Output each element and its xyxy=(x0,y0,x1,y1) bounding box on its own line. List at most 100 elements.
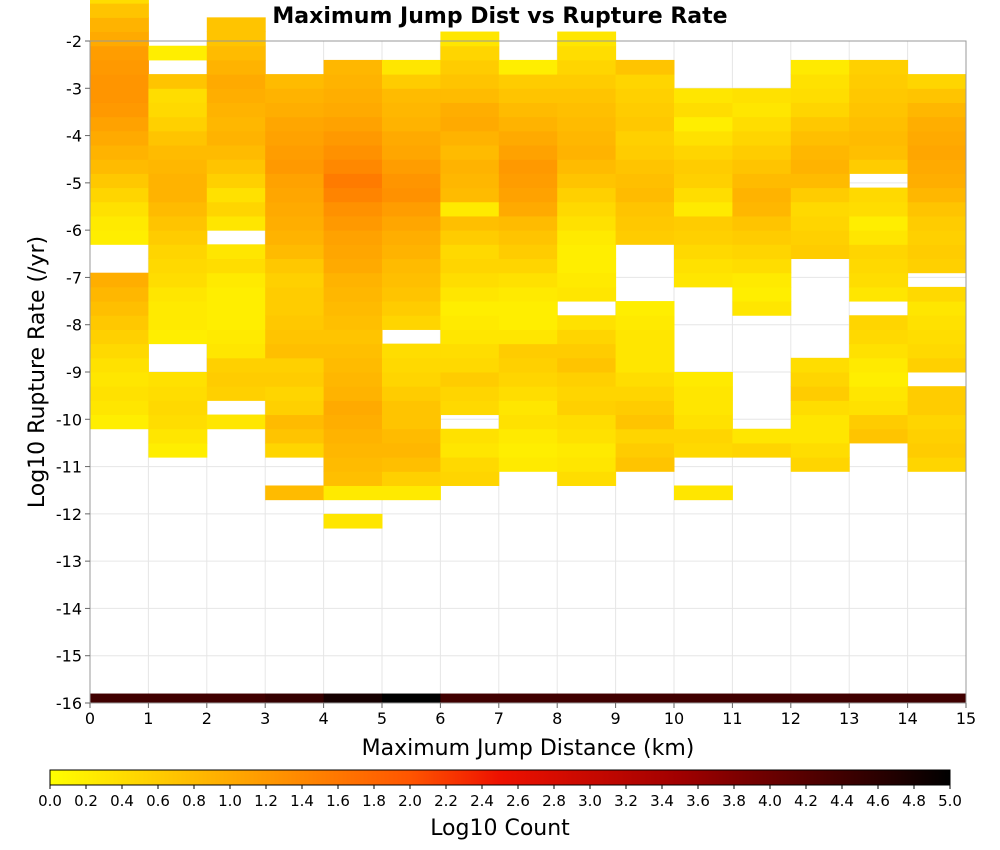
heatmap-cell xyxy=(440,187,500,203)
heatmap-cell xyxy=(557,286,617,302)
heatmap-cell xyxy=(206,88,266,103)
heatmap-cells xyxy=(90,0,967,703)
heatmap-cell xyxy=(615,386,675,401)
heatmap-cell xyxy=(440,74,500,89)
heatmap-cell xyxy=(440,31,500,47)
heatmap-cell xyxy=(382,693,441,703)
heatmap-cell xyxy=(732,116,792,132)
heatmap-cell xyxy=(498,230,558,245)
heatmap-cell xyxy=(557,272,617,288)
y-tick-label: -3 xyxy=(66,79,82,98)
heatmap-cell xyxy=(382,301,441,316)
colorbar-ticks: 0.0 0.2 0.4 0.6 0.8 1.0 1.2 1.4 1.6 1.8 2.0 2.2 2.4 2… xyxy=(38,785,962,810)
heatmap-cell xyxy=(790,372,850,387)
heatmap-cell xyxy=(323,372,383,387)
heatmap-cell xyxy=(265,173,325,189)
y-tick-label: -16 xyxy=(56,694,82,713)
heatmap-cell xyxy=(615,173,675,189)
heatmap-cell xyxy=(323,414,383,430)
heatmap-cell xyxy=(498,315,558,330)
heatmap-cell xyxy=(323,471,383,486)
heatmap-cell xyxy=(148,215,208,231)
heatmap-cell xyxy=(265,693,325,703)
heatmap-cell xyxy=(148,400,208,416)
heatmap-cell xyxy=(90,145,149,160)
heatmap-cell xyxy=(907,88,967,103)
heatmap-cell xyxy=(732,173,792,189)
heatmap-cell xyxy=(265,414,325,430)
heatmap-cell xyxy=(907,386,967,401)
heatmap-cell xyxy=(206,343,266,359)
heatmap-cell xyxy=(382,145,441,160)
heatmap-cell xyxy=(849,116,909,132)
heatmap-cell xyxy=(440,400,500,416)
heatmap-cell xyxy=(790,59,850,75)
heatmap-cell xyxy=(498,59,558,75)
heatmap-cell xyxy=(440,45,500,61)
heatmap-cell xyxy=(206,244,266,260)
heatmap-cell xyxy=(615,230,675,245)
heatmap-cell xyxy=(557,372,617,387)
heatmap-cell xyxy=(440,258,500,274)
heatmap-cell xyxy=(90,159,149,174)
heatmap-cell xyxy=(674,159,733,174)
heatmap-cell xyxy=(382,159,441,174)
heatmap-cell xyxy=(907,414,967,430)
heatmap-cell xyxy=(148,414,208,430)
heatmap-cell xyxy=(382,258,441,274)
heatmap-cell xyxy=(90,130,149,146)
heatmap-cell xyxy=(440,145,500,160)
heatmap-cell xyxy=(557,215,617,231)
y-tick-label: -12 xyxy=(56,505,82,524)
heatmap-cell xyxy=(440,59,500,75)
heatmap-cell xyxy=(790,230,850,245)
heatmap-cell xyxy=(323,102,383,118)
heatmap-cell xyxy=(849,244,909,260)
heatmap-cell xyxy=(148,130,208,146)
heatmap-cell xyxy=(498,74,558,89)
heatmap-cell xyxy=(90,693,149,703)
heatmap-cell xyxy=(148,442,208,458)
heatmap-cell xyxy=(674,187,733,203)
heatmap-cell xyxy=(440,329,500,345)
heatmap-cell xyxy=(206,414,266,430)
heatmap-cell xyxy=(615,187,675,203)
heatmap-cell xyxy=(674,88,733,103)
colorbar-tick-label: 2.8 xyxy=(542,792,566,810)
heatmap-cell xyxy=(440,372,500,387)
heatmap-cell xyxy=(557,102,617,118)
y-tick-label: -14 xyxy=(56,599,82,618)
heatmap-cell xyxy=(557,173,617,189)
heatmap-cell xyxy=(265,428,325,444)
heatmap-cell xyxy=(265,272,325,288)
heatmap-cell xyxy=(90,272,149,288)
heatmap-cell xyxy=(382,372,441,387)
heatmap-cell xyxy=(323,400,383,416)
heatmap-cell xyxy=(674,230,733,245)
heatmap-cell xyxy=(557,88,617,103)
heatmap-cell xyxy=(265,357,325,373)
heatmap-cell xyxy=(206,173,266,189)
heatmap-cell xyxy=(557,428,617,444)
colorbar-tick-label: 0.6 xyxy=(146,792,170,810)
heatmap-cell xyxy=(498,88,558,103)
x-tick-label: 10 xyxy=(664,709,684,728)
chart-title: Maximum Jump Dist vs Rupture Rate xyxy=(272,4,727,29)
heatmap-cell xyxy=(148,173,208,189)
colorbar-tick-label: 3.8 xyxy=(722,792,746,810)
heatmap-cell xyxy=(615,215,675,231)
heatmap-cell xyxy=(440,173,500,189)
x-axis-ticks: 0 1 2 3 4 5 6 7 8 9 10 11 12 13 14 15 xyxy=(85,703,976,728)
heatmap-cell xyxy=(557,45,617,61)
heatmap-cell xyxy=(382,343,441,359)
heatmap-cell xyxy=(440,693,500,703)
x-tick-label: 14 xyxy=(897,709,917,728)
heatmap-cell xyxy=(148,45,208,61)
heatmap-cell xyxy=(557,329,617,345)
x-tick-label: 8 xyxy=(552,709,562,728)
heatmap-cell xyxy=(323,315,383,330)
heatmap-cell xyxy=(557,230,617,245)
heatmap-cell xyxy=(615,343,675,359)
heatmap-cell xyxy=(265,400,325,416)
